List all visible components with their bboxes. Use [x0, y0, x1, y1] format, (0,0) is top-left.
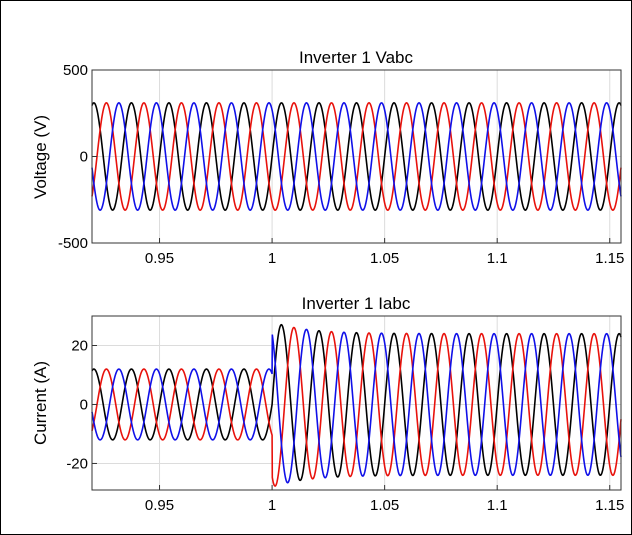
- y-tick-label: -500: [58, 235, 88, 252]
- plot-current: Inverter 1 Iabc Current (A) 0.95 1 1.05 1.1…: [31, 294, 624, 514]
- series-line-3: [91, 102, 622, 211]
- y-tick-label: -20: [66, 455, 88, 472]
- series-line-1: [91, 102, 622, 211]
- x-tick-label: 1.05: [370, 497, 399, 514]
- ticks-current: 0.95 1 1.05 1.1 1.15 -20 0 20: [66, 337, 624, 514]
- plot-voltage: Inverter 1 Vabc Voltage (V) 0.95 1 1.05 1.1…: [31, 48, 624, 267]
- x-tick-label: 1.15: [595, 497, 624, 514]
- x-tick-label: 1.1: [487, 497, 508, 514]
- x-tick-label: 1: [268, 250, 276, 267]
- x-tick-label: 1: [268, 497, 276, 514]
- series-line-1: [91, 323, 622, 482]
- x-tick-label: 1.05: [370, 250, 399, 267]
- series-line-3: [91, 328, 622, 484]
- x-tick-label: 0.95: [145, 497, 174, 514]
- series-voltage: [91, 102, 622, 211]
- y-axis-label-current: Current (A): [31, 361, 50, 445]
- y-tick-label: 0: [80, 396, 88, 413]
- y-axis-label-voltage: Voltage (V): [31, 115, 50, 199]
- chart-title-voltage: Inverter 1 Vabc: [299, 48, 414, 67]
- x-tick-label: 1.15: [595, 250, 624, 267]
- y-tick-label: 500: [63, 62, 88, 79]
- x-tick-label: 0.95: [145, 250, 174, 267]
- ticks-voltage: 0.95 1 1.05 1.1 1.15 -500 0 500: [58, 62, 624, 267]
- y-tick-label: 0: [80, 149, 88, 166]
- series-current: [91, 323, 622, 487]
- y-tick-label: 20: [71, 337, 88, 354]
- axes-box-current: [91, 315, 622, 491]
- chart-title-current: Inverter 1 Iabc: [302, 294, 411, 313]
- x-tick-label: 1.1: [487, 250, 508, 267]
